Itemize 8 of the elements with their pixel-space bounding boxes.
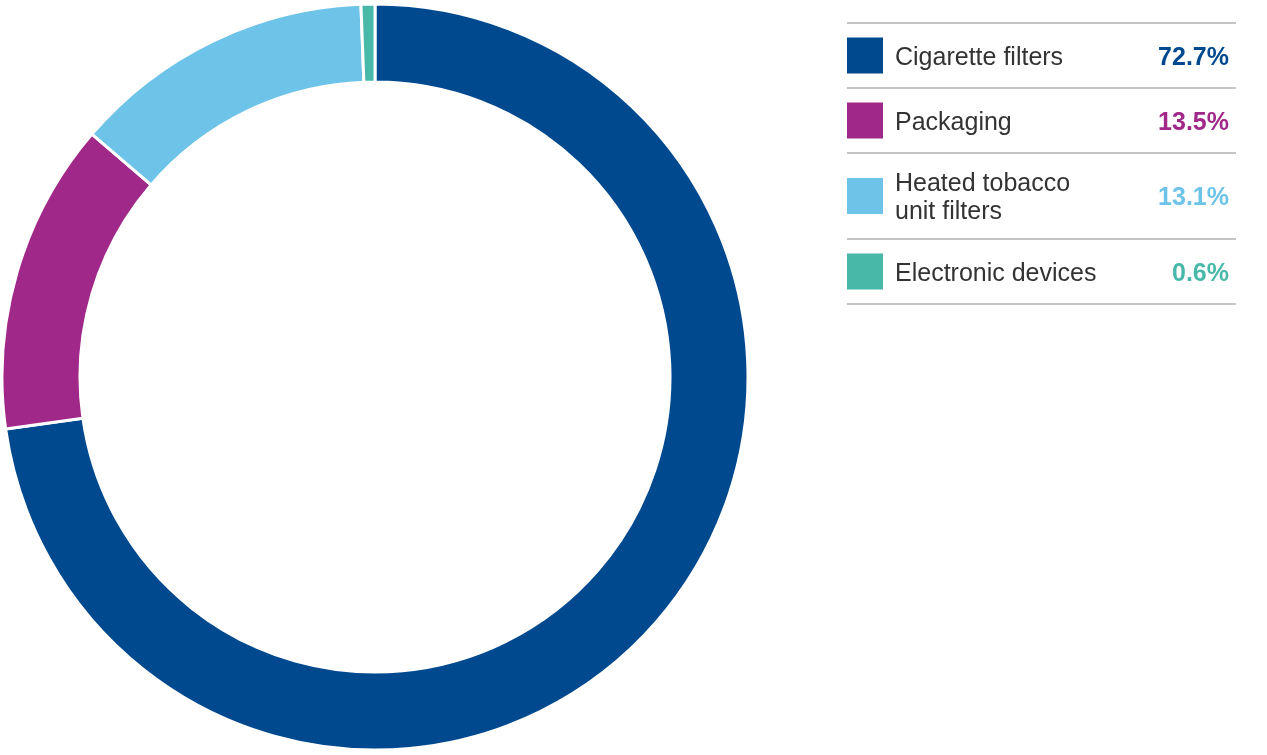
legend-label: Packaging	[895, 106, 1012, 135]
data-label: 0.6%	[1172, 257, 1229, 286]
data-label: 72.7%	[1158, 41, 1229, 70]
legend-label: Heated tobacco unit filters	[895, 168, 1071, 224]
legend-label: Cigarette filters	[895, 41, 1064, 70]
legend-label: Electronic devices	[895, 257, 1097, 286]
data-label: 13.1%	[1158, 182, 1229, 210]
data-label: 13.5%	[1158, 106, 1229, 135]
